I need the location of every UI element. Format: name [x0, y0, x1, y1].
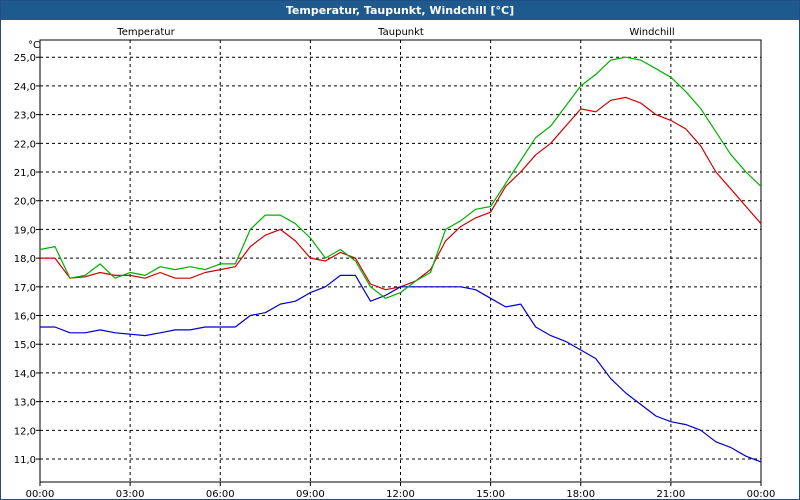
x-tick-time: 03:00	[116, 489, 145, 499]
legend-temperatur: Temperatur	[116, 27, 175, 38]
y-tick-label: 17,0	[14, 283, 36, 294]
y-tick-label: 18,0	[14, 254, 36, 265]
y-tick-label: 12,0	[14, 426, 36, 437]
y-axis-label: °C	[28, 40, 40, 51]
legend-taupunkt: Taupunkt	[377, 27, 424, 38]
line-chart: 25,0 24,0 23,0 22,0 21,0 20,0 19,0 18,0 17,0 16,0…	[14, 27, 776, 499]
chart-title: Temperatur, Taupunkt, Windchill [°C]	[1, 1, 799, 20]
y-tick-label: 24,0	[14, 82, 36, 93]
axis-ticks: 25,0 24,0 23,0 22,0 21,0 20,0 19,0 18,0 17,0 16,0…	[14, 53, 776, 499]
grid	[40, 40, 761, 482]
legend: Temperatur Taupunkt Windchill	[116, 27, 674, 38]
y-tick-label: 25,0	[14, 53, 36, 64]
y-tick-label: 19,0	[14, 225, 36, 236]
x-tick-time: 00:00	[26, 489, 55, 499]
y-tick-label: 21,0	[14, 168, 36, 179]
y-tick-label: 15,0	[14, 340, 36, 351]
x-tick-time: 15:00	[476, 489, 505, 499]
series-line-windchill	[39, 56, 762, 299]
y-tick-label: 20,0	[14, 197, 36, 208]
x-tick-time: 06:00	[206, 489, 235, 499]
y-tick-label: 13,0	[14, 398, 36, 409]
series-lines	[39, 56, 762, 463]
y-tick-label: 16,0	[14, 312, 36, 323]
series-line-taupunkt	[40, 274, 762, 463]
y-tick-label: 22,0	[14, 139, 36, 150]
y-tick-label: 14,0	[14, 369, 36, 380]
x-tick-time: 12:00	[386, 489, 415, 499]
x-tick-time: 21:00	[656, 489, 685, 499]
x-tick-time: 09:00	[296, 489, 325, 499]
y-tick-label: 11,0	[14, 455, 36, 466]
x-tick-time: 00:00	[747, 489, 776, 499]
y-tick-label: 23,0	[14, 111, 36, 122]
legend-windchill: Windchill	[629, 27, 674, 38]
x-tick-time: 18:00	[566, 489, 595, 499]
